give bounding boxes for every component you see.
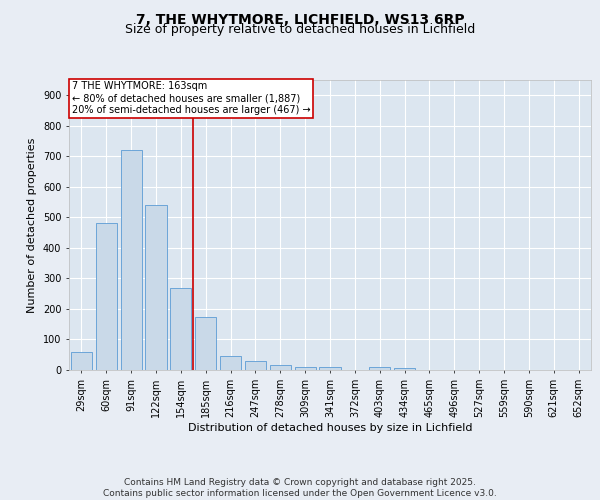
Bar — [295, 367, 316, 370]
Bar — [220, 356, 241, 370]
Y-axis label: Number of detached properties: Number of detached properties — [28, 138, 37, 312]
Bar — [245, 361, 266, 370]
Text: 7, THE WHYTMORE, LICHFIELD, WS13 6RP: 7, THE WHYTMORE, LICHFIELD, WS13 6RP — [136, 12, 464, 26]
Text: Size of property relative to detached houses in Lichfield: Size of property relative to detached ho… — [125, 22, 475, 36]
Bar — [319, 367, 341, 370]
Bar — [369, 367, 390, 370]
Bar — [195, 316, 216, 370]
Bar — [71, 352, 92, 370]
Bar — [394, 368, 415, 370]
Bar — [96, 224, 117, 370]
Bar — [121, 150, 142, 370]
X-axis label: Distribution of detached houses by size in Lichfield: Distribution of detached houses by size … — [188, 422, 472, 432]
Text: Contains HM Land Registry data © Crown copyright and database right 2025.
Contai: Contains HM Land Registry data © Crown c… — [103, 478, 497, 498]
Text: 7 THE WHYTMORE: 163sqm
← 80% of detached houses are smaller (1,887)
20% of semi-: 7 THE WHYTMORE: 163sqm ← 80% of detached… — [71, 82, 310, 114]
Bar — [170, 288, 191, 370]
Bar — [270, 366, 291, 370]
Bar — [145, 205, 167, 370]
